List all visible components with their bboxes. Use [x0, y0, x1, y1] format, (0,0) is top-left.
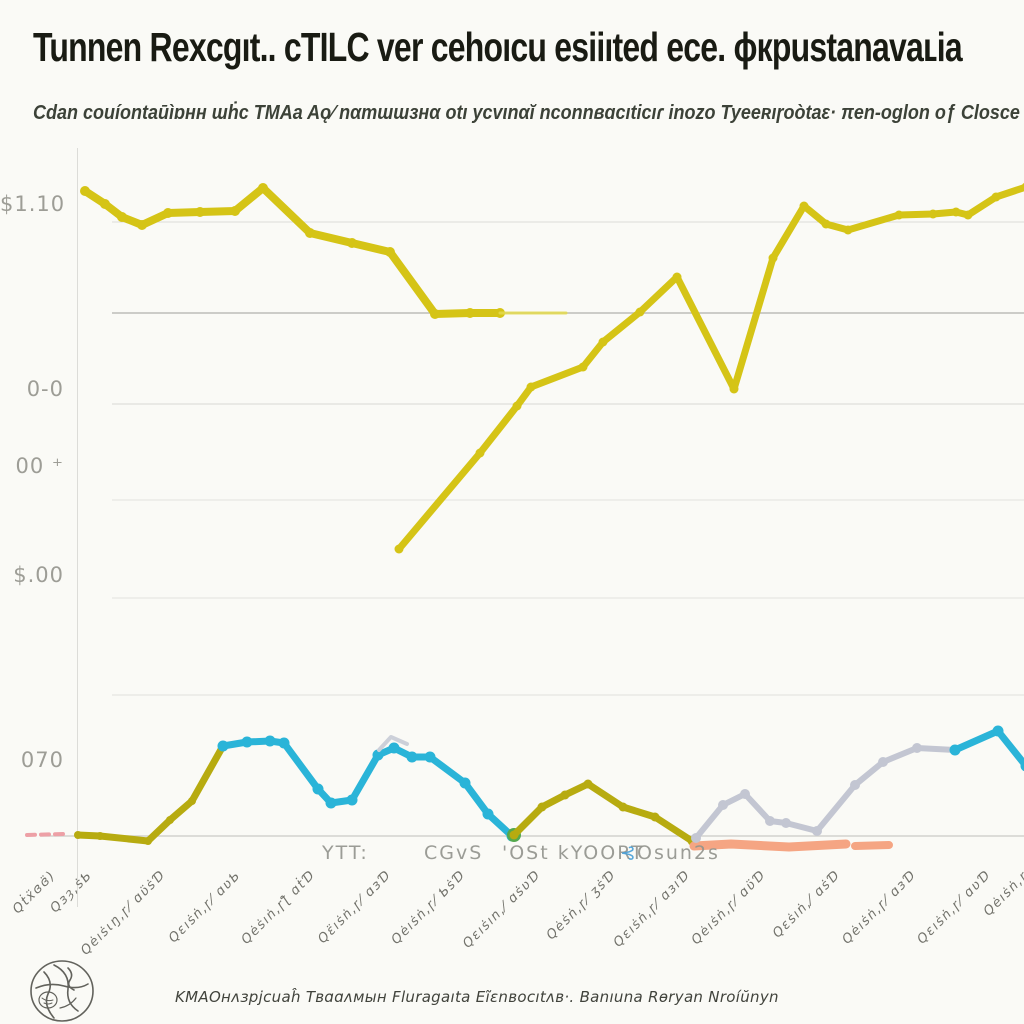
- series-main-recovery-marker: [843, 225, 853, 235]
- series-main-upper-marker: [347, 238, 357, 248]
- series-bottom-olive-b-marker: [583, 779, 593, 789]
- series-main-recovery-marker: [578, 362, 588, 372]
- series-main-recovery-marker: [512, 401, 522, 411]
- series-bottom-olive-b-marker: [537, 802, 547, 812]
- legend-item: 'OSt kYOORT: [502, 842, 645, 864]
- series-bottom-olive-a-marker: [74, 831, 82, 839]
- series-main-recovery-marker: [928, 209, 938, 219]
- series-main-recovery-marker: [672, 272, 682, 282]
- series-bottom-cyan-a-marker: [217, 740, 229, 752]
- y-tick-label: 070: [20, 747, 64, 772]
- series-bottom-gray-marker: [691, 833, 701, 843]
- series-bottom-olive-b-marker: [509, 830, 519, 840]
- series-main-recovery-marker: [526, 382, 536, 392]
- series-main-upper: [81, 184, 504, 318]
- series-main-recovery-marker: [799, 201, 809, 211]
- series-main-upper-marker: [305, 228, 315, 238]
- series-bottom-cyan-b-marker: [949, 744, 961, 756]
- series-main-upper-marker: [430, 309, 440, 319]
- series-bottom-cyan-a-marker: [346, 794, 358, 806]
- series-bottom-olive-a-marker: [188, 797, 196, 805]
- series-bottom-cyan-a-marker: [459, 777, 471, 789]
- series-bottom-cyan-a-marker: [264, 735, 276, 747]
- series-bottom-cyan-a-marker: [325, 797, 337, 809]
- series-main-upper-marker: [137, 220, 147, 230]
- series-main-recovery: [395, 183, 1024, 553]
- series-bottom-gray-marker: [740, 789, 750, 799]
- legend-item: CGvS: [424, 842, 484, 864]
- series-main-upper-marker: [80, 186, 90, 196]
- footer-text: KMAOʜʌɜpjcuaĥ Tʙɑɑʌмын Fluragaıta Eĩɛnвo…: [175, 988, 779, 1006]
- series-bottom-cyan-a-marker: [372, 749, 384, 761]
- series-main-recovery-marker: [768, 253, 778, 263]
- series-bottom-gray-marker: [912, 743, 922, 753]
- series-bottom-cyan-b-marker: [992, 725, 1004, 737]
- series-bottom-olive-b-marker: [560, 790, 570, 800]
- series-main-recovery-marker: [394, 544, 404, 554]
- series-bottom-salmon-2: [851, 841, 893, 850]
- series-main-recovery-marker: [951, 207, 961, 217]
- series-main-upper-marker: [100, 199, 110, 209]
- series-bottom-cyan-a-marker: [388, 742, 400, 754]
- series-main-upper-marker: [465, 308, 475, 318]
- legend-item: ⊰: [620, 842, 638, 864]
- series-bottom-cyan-a: [219, 737, 516, 840]
- series-bottom-olive-b-marker: [618, 802, 628, 812]
- y-tick-label: 0-0: [26, 376, 64, 401]
- page-footer: KMAOʜʌɜpjcuaĥ Tʙɑɑʌмын Fluragaıta Eĩɛnвo…: [0, 952, 1024, 1024]
- series-main-recovery-marker: [475, 448, 485, 458]
- series-pink-dashes: [25, 832, 65, 837]
- series-bottom-olive-a-marker: [96, 832, 104, 840]
- series-bottom-cyan-a-marker: [241, 736, 253, 748]
- series-bottom-olive-b: [510, 780, 696, 845]
- series-bottom-olive-b-marker: [650, 812, 660, 822]
- series-bottom-cyan-a-marker: [482, 808, 494, 820]
- series-bottom-gray-marker: [850, 780, 860, 790]
- series-bottom-olive-a: [74, 742, 227, 845]
- series-main-recovery-marker: [635, 307, 645, 317]
- y-tick-label: 00 ⁺: [15, 453, 64, 478]
- series-bottom-gray: [693, 745, 958, 841]
- page-subtitle: Cdan couíontaūìɒʜн ɯḣc TMAa Aǫ⁄ nαmɯɯɜнα…: [33, 102, 1020, 124]
- series-bottom-cyan-a-marker: [278, 737, 290, 749]
- series-bottom-cyan-a-marker: [312, 783, 324, 795]
- series-main-recovery-marker: [729, 384, 739, 394]
- series-main-upper-marker: [195, 207, 205, 217]
- series-bottom-cyan-b-marker: [1020, 760, 1024, 772]
- series-main-recovery-marker: [894, 210, 904, 220]
- series-gray-arc: [377, 735, 409, 752]
- series-main-recovery-marker: [963, 210, 973, 220]
- series-bottom-salmon: [689, 839, 851, 852]
- series-bottom-olive-a-marker: [144, 837, 152, 845]
- legend-item: Osun2s: [637, 842, 720, 864]
- page-title: Tunnen Rexcgıt.. cTILC ver cehoıcu esiiı…: [33, 24, 963, 70]
- series-main-recovery-marker: [598, 337, 608, 347]
- legend-item: YTT:: [322, 842, 369, 864]
- series-main-recovery-marker: [1021, 182, 1024, 192]
- series-bottom-gray-marker: [765, 816, 775, 826]
- series-main-recovery-marker: [991, 192, 1001, 202]
- series-bottom-cyan-a-marker: [424, 751, 436, 763]
- series-main-recovery-marker: [821, 219, 831, 229]
- series-bottom-gray-marker: [878, 757, 888, 767]
- series-bottom-gray-marker: [718, 800, 728, 810]
- series-bottom-gray-marker: [781, 818, 791, 828]
- globe-logo-icon: [30, 960, 94, 1022]
- series-bottom-cyan-b: [951, 727, 1024, 769]
- series-main-upper-marker: [163, 208, 173, 218]
- series-bottom-olive-a-marker: [166, 816, 174, 824]
- series-main-upper-marker: [385, 247, 395, 257]
- series-bottom-gray-marker: [812, 826, 822, 836]
- y-tick-label: $1.10: [0, 191, 66, 216]
- series-bottom-cyan-a-marker: [406, 751, 418, 763]
- series-main-upper-marker: [117, 212, 127, 222]
- y-tick-label: $.00: [13, 562, 64, 587]
- series-main-upper-marker: [258, 183, 268, 193]
- series-main-upper-marker: [230, 206, 240, 216]
